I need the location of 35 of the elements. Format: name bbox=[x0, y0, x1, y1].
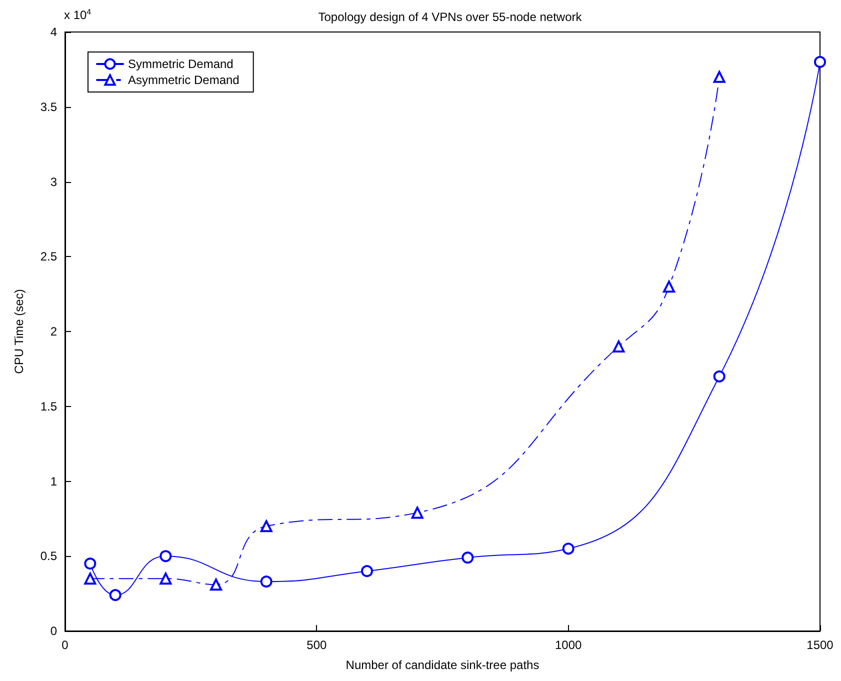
y-axis-title: CPU Time (sec) bbox=[12, 289, 26, 374]
point bbox=[160, 572, 172, 585]
chart-title: Topology design of 4 VPNs over 55-node network bbox=[318, 10, 583, 24]
point bbox=[462, 552, 474, 564]
point bbox=[109, 589, 122, 602]
x-tick-label: 1000 bbox=[554, 638, 582, 652]
point bbox=[260, 576, 272, 588]
y-tick-label: 3 bbox=[50, 174, 58, 189]
y-tick-label: 0 bbox=[50, 624, 58, 638]
y-tick-label: 2 bbox=[50, 324, 58, 338]
y-tick-label: 4 bbox=[50, 25, 58, 39]
legend-label: Symmetric Demand bbox=[128, 57, 234, 71]
point bbox=[814, 56, 826, 68]
point bbox=[361, 565, 373, 578]
y-tick-label: 1.5 bbox=[40, 399, 58, 414]
y-tick-label: 3.5 bbox=[40, 100, 58, 114]
legend-label: Asymmetric Demand bbox=[128, 73, 240, 87]
point bbox=[713, 370, 726, 382]
y-tick-label: 2.5 bbox=[40, 250, 58, 264]
point bbox=[260, 520, 272, 532]
x-axis-title: Number of candidate sink-tree paths bbox=[346, 658, 540, 672]
point bbox=[663, 280, 675, 293]
point bbox=[84, 572, 96, 585]
point bbox=[84, 558, 96, 570]
point bbox=[562, 542, 574, 555]
point bbox=[411, 506, 424, 519]
point bbox=[713, 70, 726, 83]
y-tick-label: 0.5 bbox=[40, 549, 58, 564]
x-tick-label: 1500 bbox=[806, 638, 834, 652]
x-tick-label: 0 bbox=[62, 638, 69, 652]
point bbox=[210, 578, 222, 591]
y-tick-label: 1 bbox=[50, 474, 58, 488]
x-tick-label: 500 bbox=[306, 638, 327, 652]
point bbox=[160, 550, 172, 562]
point bbox=[612, 340, 625, 352]
